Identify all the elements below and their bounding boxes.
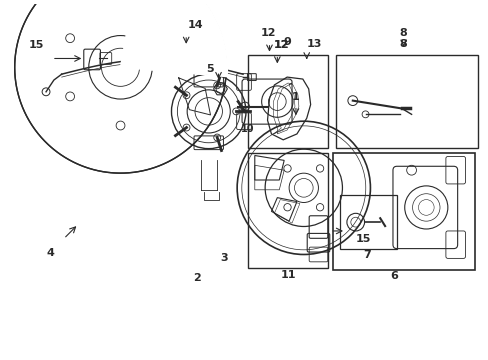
- Text: 2: 2: [193, 273, 201, 283]
- Text: 6: 6: [389, 271, 397, 281]
- Circle shape: [213, 134, 220, 141]
- Text: 14: 14: [188, 20, 203, 30]
- Text: 1: 1: [291, 91, 299, 102]
- Text: 12: 12: [273, 40, 288, 50]
- Circle shape: [213, 82, 220, 89]
- Text: 8: 8: [399, 28, 407, 38]
- Circle shape: [183, 92, 189, 99]
- Text: 8: 8: [399, 39, 407, 49]
- Text: 10: 10: [241, 124, 254, 134]
- Text: 9: 9: [283, 37, 290, 47]
- Text: 4: 4: [46, 248, 54, 258]
- Text: 11: 11: [280, 270, 295, 280]
- Text: 13: 13: [306, 39, 322, 49]
- Text: 3: 3: [220, 253, 228, 264]
- Text: 15: 15: [29, 40, 44, 50]
- Text: 15: 15: [355, 234, 370, 244]
- Circle shape: [183, 124, 189, 131]
- Wedge shape: [120, 0, 227, 77]
- Text: 12: 12: [273, 40, 288, 50]
- Circle shape: [294, 179, 312, 197]
- Text: 7: 7: [363, 249, 370, 260]
- Circle shape: [232, 108, 239, 115]
- Text: 12: 12: [260, 28, 276, 38]
- Text: 5: 5: [205, 64, 213, 74]
